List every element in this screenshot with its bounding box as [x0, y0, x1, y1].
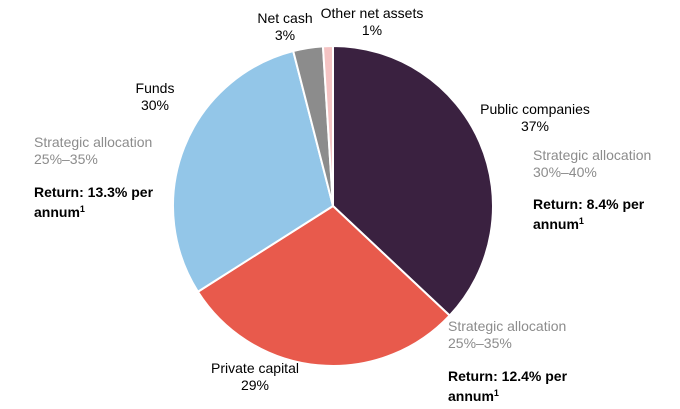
slice-label-public-companies: Public companies 37% [470, 101, 600, 135]
slice-label-funds: Funds 30% [125, 80, 185, 114]
footnote-marker: 1 [79, 204, 85, 214]
return-private-capital: Return: 12.4% per annum1 [448, 368, 567, 405]
slice-name: Public companies [480, 101, 590, 117]
allocation-funds: Strategic allocation 25%–35% [34, 134, 153, 167]
return-text: Return: 12.4% per annum [448, 368, 568, 404]
allocation-public-companies: Strategic allocation 30%–40% [533, 147, 652, 180]
return-text: Return: 13.3% per annum [34, 184, 154, 220]
slice-percent: 1% [361, 22, 383, 38]
slice-percent: 37% [520, 118, 550, 134]
slice-name: Private capital [211, 360, 299, 376]
allocation-private-capital: Strategic allocation 25%–35% [448, 318, 567, 351]
slice-label-other-net-assets: Other net assets 1% [312, 5, 432, 39]
pie-slice-public-companies [332, 45, 494, 317]
pie-slice-other-net-assets [321, 45, 334, 207]
slice-name: Funds [135, 80, 175, 96]
return-public-companies: Return: 8.4% per annum1 [533, 196, 644, 233]
slice-label-net-cash: Net cash 3% [252, 10, 318, 44]
pie-slice-private-capital [196, 205, 451, 367]
slice-percent: 29% [240, 377, 270, 393]
footnote-marker: 1 [578, 216, 584, 226]
slice-name: Other net assets [320, 5, 424, 21]
slice-percent: 30% [140, 97, 170, 113]
return-text: Return: 8.4% per annum [533, 196, 645, 232]
slice-label-private-capital: Private capital 29% [195, 360, 315, 394]
return-funds: Return: 13.3% per annum1 [34, 184, 153, 221]
pie-slice-funds [172, 50, 334, 293]
slice-percent: 3% [274, 27, 296, 43]
footnote-marker: 1 [493, 388, 499, 398]
slice-name: Net cash [257, 10, 313, 26]
